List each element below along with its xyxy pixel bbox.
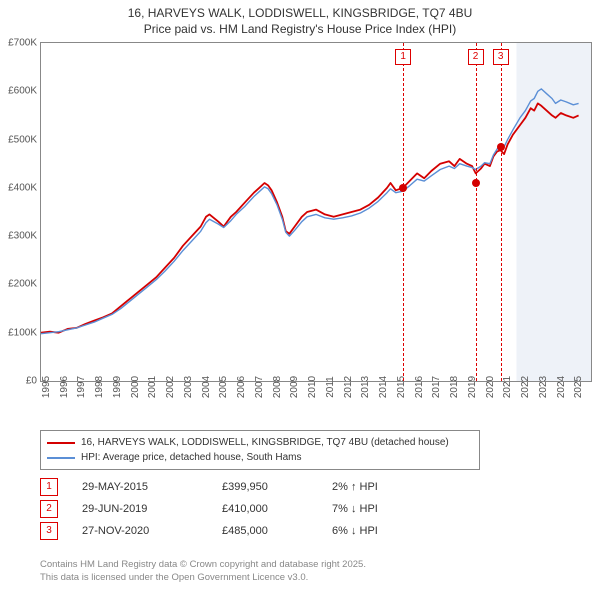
x-tick-label: 2008 bbox=[272, 376, 283, 398]
sale-row: 1 29-MAY-2015£399,9502% ↑ HPI bbox=[40, 476, 560, 498]
x-tick-label: 1998 bbox=[94, 376, 105, 398]
y-tick-label: £300K bbox=[1, 231, 37, 242]
x-tick-label: 1999 bbox=[112, 376, 123, 398]
sale-marker-dot bbox=[399, 184, 407, 192]
legend-item: HPI: Average price, detached house, Sout… bbox=[47, 450, 473, 465]
sale-marker-dot bbox=[472, 179, 480, 187]
x-tick-label: 2013 bbox=[360, 376, 371, 398]
x-tick-label: 2012 bbox=[343, 376, 354, 398]
event-vline bbox=[476, 43, 477, 381]
legend-item: 16, HARVEYS WALK, LODDISWELL, KINGSBRIDG… bbox=[47, 435, 473, 450]
x-tick-label: 2025 bbox=[573, 376, 584, 398]
sale-price: £485,000 bbox=[222, 525, 332, 537]
x-tick-label: 2002 bbox=[165, 376, 176, 398]
x-tick-label: 2016 bbox=[414, 376, 425, 398]
title-line-2: Price paid vs. HM Land Registry's House … bbox=[0, 22, 600, 38]
chart-plot-area: £0£100K£200K£300K£400K£500K£600K£700K199… bbox=[40, 42, 592, 382]
x-tick-label: 2015 bbox=[396, 376, 407, 398]
sale-price: £410,000 bbox=[222, 503, 332, 515]
sale-marker-dot bbox=[497, 143, 505, 151]
x-tick-label: 2020 bbox=[485, 376, 496, 398]
x-tick-label: 2022 bbox=[520, 376, 531, 398]
footnote: Contains HM Land Registry data © Crown c… bbox=[40, 559, 366, 584]
event-vline-label: 1 bbox=[395, 49, 411, 65]
event-vline-label: 2 bbox=[468, 49, 484, 65]
sale-index-badge: 3 bbox=[40, 522, 58, 540]
y-tick-label: £400K bbox=[1, 182, 37, 193]
y-tick-label: £200K bbox=[1, 279, 37, 290]
sale-diff: 7% ↓ HPI bbox=[332, 503, 472, 515]
sale-index-badge: 1 bbox=[40, 478, 58, 496]
chart-lines-svg bbox=[41, 43, 591, 381]
x-tick-label: 2024 bbox=[556, 376, 567, 398]
legend-box: 16, HARVEYS WALK, LODDISWELL, KINGSBRIDG… bbox=[40, 430, 480, 470]
sale-index-badge: 2 bbox=[40, 500, 58, 518]
footnote-line: Contains HM Land Registry data © Crown c… bbox=[40, 559, 366, 571]
x-tick-label: 2005 bbox=[218, 376, 229, 398]
legend-swatch bbox=[47, 442, 75, 444]
sale-date: 29-JUN-2019 bbox=[82, 503, 222, 515]
x-tick-label: 2006 bbox=[236, 376, 247, 398]
x-tick-label: 2001 bbox=[147, 376, 158, 398]
title-line-1: 16, HARVEYS WALK, LODDISWELL, KINGSBRIDG… bbox=[0, 6, 600, 22]
y-tick-label: £600K bbox=[1, 86, 37, 97]
legend-swatch bbox=[47, 457, 75, 459]
x-tick-label: 1997 bbox=[76, 376, 87, 398]
y-tick-label: £0 bbox=[1, 376, 37, 387]
x-tick-label: 2021 bbox=[502, 376, 513, 398]
event-vline bbox=[501, 43, 502, 381]
x-tick-label: 2011 bbox=[325, 376, 336, 398]
chart-container: 16, HARVEYS WALK, LODDISWELL, KINGSBRIDG… bbox=[0, 0, 600, 590]
x-tick-label: 2017 bbox=[431, 376, 442, 398]
x-tick-label: 1996 bbox=[59, 376, 70, 398]
event-vline bbox=[403, 43, 404, 381]
sales-table: 1 29-MAY-2015£399,9502% ↑ HPI 2 29-JUN-2019… bbox=[40, 476, 560, 542]
title-block: 16, HARVEYS WALK, LODDISWELL, KINGSBRIDG… bbox=[0, 0, 600, 37]
x-tick-label: 2003 bbox=[183, 376, 194, 398]
x-tick-label: 2018 bbox=[449, 376, 460, 398]
x-tick-label: 2007 bbox=[254, 376, 265, 398]
legend-label: 16, HARVEYS WALK, LODDISWELL, KINGSBRIDG… bbox=[81, 435, 449, 450]
legend-label: HPI: Average price, detached house, Sout… bbox=[81, 450, 302, 465]
event-vline-label: 3 bbox=[493, 49, 509, 65]
sale-row: 2 29-JUN-2019£410,0007% ↓ HPI bbox=[40, 498, 560, 520]
y-tick-label: £100K bbox=[1, 327, 37, 338]
y-tick-label: £700K bbox=[1, 38, 37, 49]
x-tick-label: 2000 bbox=[130, 376, 141, 398]
x-tick-label: 2004 bbox=[201, 376, 212, 398]
sale-diff: 2% ↑ HPI bbox=[332, 481, 472, 493]
y-tick-label: £500K bbox=[1, 134, 37, 145]
footnote-line: This data is licensed under the Open Gov… bbox=[40, 572, 366, 584]
series-line-price_paid bbox=[41, 103, 579, 332]
x-tick-label: 1995 bbox=[41, 376, 52, 398]
x-tick-label: 2010 bbox=[307, 376, 318, 398]
sale-diff: 6% ↓ HPI bbox=[332, 525, 472, 537]
sale-row: 3 27-NOV-2020£485,0006% ↓ HPI bbox=[40, 520, 560, 542]
x-tick-label: 2009 bbox=[289, 376, 300, 398]
x-tick-label: 2023 bbox=[538, 376, 549, 398]
sale-date: 27-NOV-2020 bbox=[82, 525, 222, 537]
x-tick-label: 2014 bbox=[378, 376, 389, 398]
sale-date: 29-MAY-2015 bbox=[82, 481, 222, 493]
sale-price: £399,950 bbox=[222, 481, 332, 493]
